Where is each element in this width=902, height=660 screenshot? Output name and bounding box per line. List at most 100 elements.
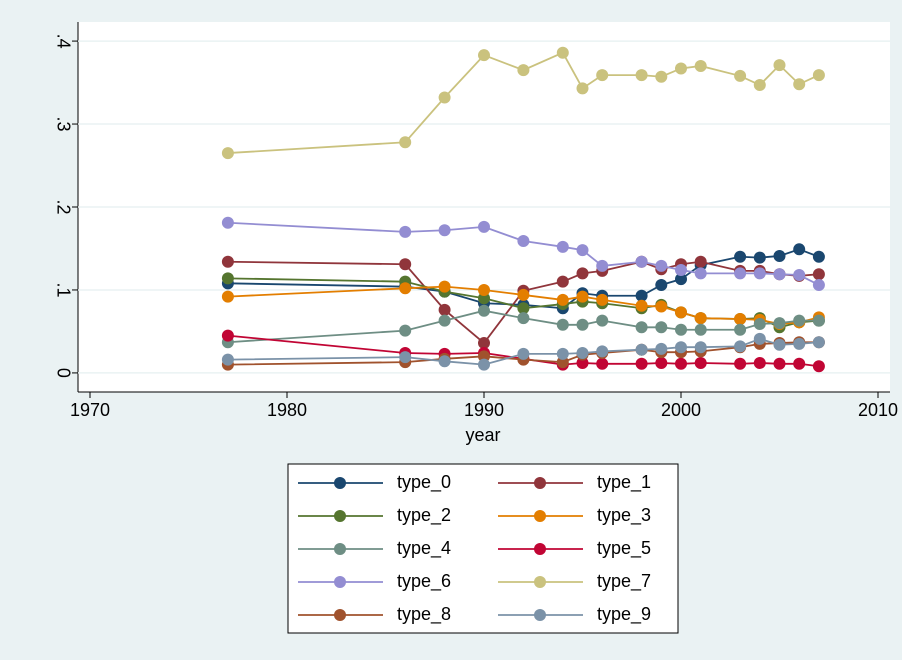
point (221, 329, 234, 342)
point (753, 317, 766, 330)
legend-swatch (534, 576, 546, 588)
legend-swatch (334, 543, 346, 555)
point (596, 293, 609, 306)
point (517, 347, 530, 360)
point (556, 46, 569, 59)
point (576, 356, 589, 369)
point (635, 357, 648, 370)
x-tick-label: 1980 (267, 400, 307, 420)
x-tick-label: 1970 (70, 400, 110, 420)
point (221, 353, 234, 366)
legend-swatch (334, 510, 346, 522)
point (812, 69, 825, 82)
y-tick-label: .1 (53, 282, 73, 297)
point (694, 312, 707, 325)
point (478, 283, 490, 296)
point (675, 341, 687, 354)
x-tick-label: 2010 (858, 400, 898, 420)
point (793, 337, 806, 350)
point (694, 356, 707, 369)
point (812, 314, 825, 327)
point (221, 272, 234, 285)
point (675, 357, 687, 370)
point (753, 332, 766, 345)
point (576, 244, 589, 257)
point (478, 358, 490, 371)
point (773, 338, 786, 351)
point (576, 267, 589, 280)
point (438, 355, 451, 368)
point (753, 356, 766, 369)
legend-label: type_6 (397, 571, 451, 592)
point (221, 216, 234, 229)
legend-label: type_9 (597, 604, 651, 625)
point (793, 357, 806, 370)
point (399, 258, 412, 271)
point (655, 321, 668, 334)
point (793, 243, 806, 256)
point (635, 69, 648, 82)
point (812, 360, 825, 373)
point (694, 323, 707, 336)
legend-label: type_8 (397, 604, 451, 625)
point (517, 302, 530, 315)
point (694, 255, 707, 268)
x-tick-label: 1990 (464, 400, 504, 420)
point (793, 314, 806, 327)
point (576, 347, 589, 360)
point (734, 69, 747, 82)
point (596, 69, 609, 82)
x-tick-label: 2000 (661, 400, 701, 420)
point (773, 357, 786, 370)
legend-swatch (534, 477, 546, 489)
point (596, 314, 609, 327)
point (576, 290, 589, 303)
point (655, 342, 668, 355)
point (596, 259, 609, 272)
point (773, 249, 786, 262)
point (812, 278, 825, 291)
legend-swatch (334, 576, 346, 588)
point (221, 255, 234, 268)
point (694, 341, 707, 354)
legend-swatch (334, 477, 346, 489)
legend-label: type_1 (597, 472, 651, 493)
point (596, 357, 609, 370)
point (694, 267, 707, 280)
point (655, 300, 668, 313)
point (635, 343, 648, 356)
legend-label: type_4 (397, 538, 451, 559)
legend-swatch (534, 609, 546, 621)
point (556, 275, 569, 288)
point (635, 321, 648, 334)
point (556, 240, 569, 253)
point (556, 347, 569, 360)
legend-label: type_2 (397, 505, 451, 526)
point (478, 49, 490, 62)
point (753, 251, 766, 264)
point (438, 280, 451, 293)
point (221, 290, 234, 303)
legend-label: type_7 (597, 571, 651, 592)
point (635, 289, 648, 302)
legend-swatch (534, 510, 546, 522)
point (694, 59, 707, 72)
point (793, 269, 806, 282)
point (478, 350, 490, 363)
point (399, 324, 412, 337)
point (655, 259, 668, 272)
point (556, 293, 569, 306)
point (773, 268, 786, 281)
point (675, 273, 687, 286)
point (576, 318, 589, 331)
y-tick-label: .4 (53, 34, 73, 49)
y-tick-label: .2 (53, 199, 73, 214)
point (655, 70, 668, 83)
point (576, 82, 589, 95)
point (438, 91, 451, 104)
point (399, 136, 412, 149)
y-tick-label: 0 (53, 368, 73, 378)
point (655, 356, 668, 369)
